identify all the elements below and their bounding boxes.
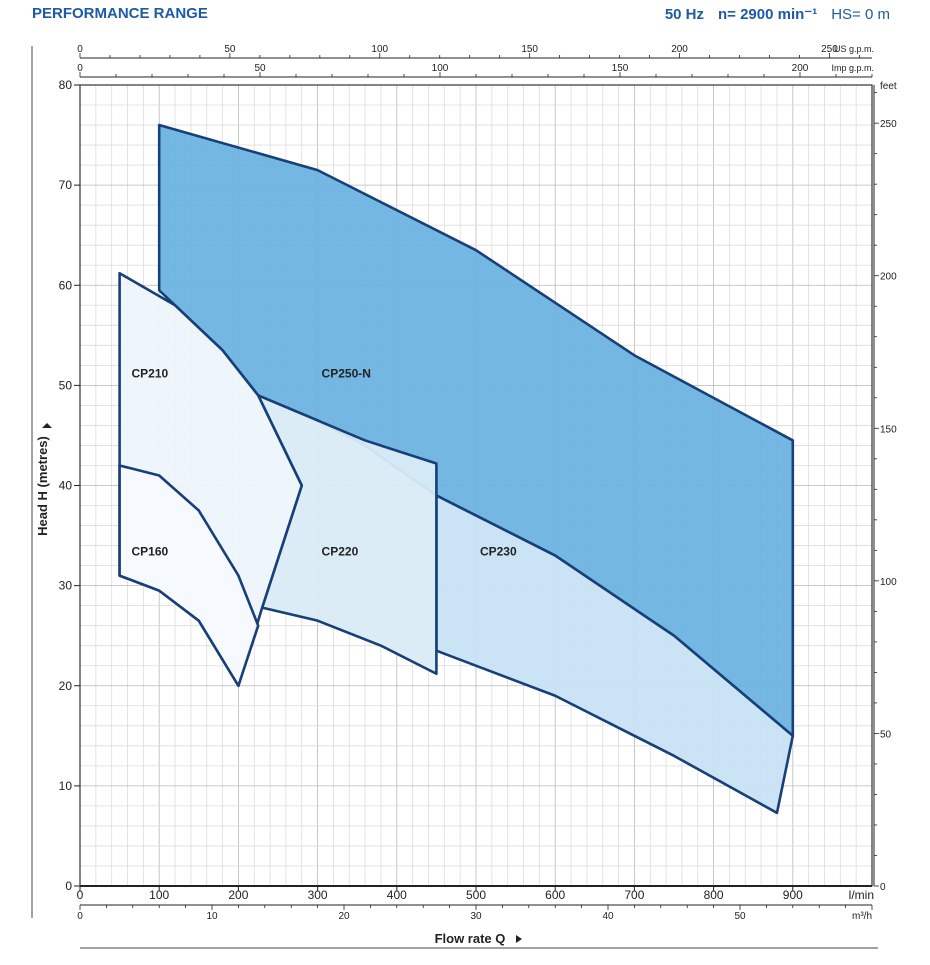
y-axis-title: Head H (metres) [35, 436, 50, 536]
y-tick-label: 0 [65, 879, 72, 893]
y-tick-label: 30 [59, 579, 73, 593]
feet-tick-label: 200 [880, 272, 897, 283]
region-label-cp250-n: CP250-N [322, 366, 371, 380]
m3h-tick-label: 50 [734, 911, 746, 922]
m3h-unit-label: m³/h [852, 911, 872, 922]
frequency-label: 50 Hz [664, 6, 704, 23]
us-gpm-unit-label: US g.p.m. [834, 44, 874, 54]
feet-unit-label: feet [880, 81, 897, 92]
operating-conditions: 50 Hz n= 2900 min⁻¹ HS= 0 m [651, 5, 890, 23]
page-title: PERFORMANCE RANGE [32, 5, 208, 22]
y-tick-label: 70 [59, 178, 73, 192]
us-gpm-tick-label: 250 [821, 44, 838, 55]
feet-tick-label: 0 [880, 882, 886, 893]
y-tick-label: 10 [59, 779, 73, 793]
x-tick-label: 800 [704, 888, 724, 902]
region-label-cp220: CP220 [322, 545, 359, 559]
m3h-tick-label: 10 [206, 911, 218, 922]
region-cp230 [435, 494, 795, 815]
y-axis-arrow-icon [42, 423, 52, 428]
us-gpm-tick-label: 150 [521, 44, 538, 55]
x-axis-arrow-icon [516, 935, 522, 943]
y-tick-label: 60 [59, 278, 73, 292]
us-gpm-tick-label: 50 [224, 44, 236, 55]
imp-gpm-unit-label: Imp g.p.m. [831, 63, 874, 73]
feet-tick-label: 150 [880, 424, 897, 435]
imp-gpm-tick-label: 50 [254, 63, 266, 74]
us-gpm-tick-label: 200 [671, 44, 688, 55]
x-unit-label: l/min [849, 888, 874, 902]
region-cp160 [118, 464, 260, 688]
m3h-tick-label: 0 [77, 911, 83, 922]
x-tick-label: 200 [228, 888, 248, 902]
imp-gpm-tick-label: 0 [77, 63, 83, 74]
y-tick-label: 40 [59, 479, 73, 493]
region-label-cp160: CP160 [131, 545, 168, 559]
x-tick-label: 600 [545, 888, 565, 902]
suction-head-label: HS= 0 m [831, 6, 890, 23]
x-tick-label: 300 [308, 888, 328, 902]
performance-regions [118, 123, 795, 815]
feet-tick-label: 50 [880, 729, 892, 740]
feet-tick-label: 100 [880, 577, 897, 588]
feet-tick-label: 250 [880, 119, 897, 130]
imp-gpm-tick-label: 150 [612, 63, 629, 74]
us-gpm-tick-label: 100 [371, 44, 388, 55]
y-tick-label: 50 [59, 378, 73, 392]
m3h-tick-label: 40 [602, 911, 614, 922]
y-tick-label: 20 [59, 679, 73, 693]
y-tick-label: 80 [59, 78, 73, 92]
region-label-cp210: CP210 [131, 366, 168, 380]
imp-gpm-tick-label: 200 [792, 63, 809, 74]
m3h-tick-label: 30 [470, 911, 482, 922]
x-tick-label: 900 [783, 888, 803, 902]
region-label-cp230: CP230 [480, 545, 517, 559]
imp-gpm-tick-label: 100 [432, 63, 449, 74]
x-tick-label: 100 [149, 888, 169, 902]
m3h-tick-label: 20 [338, 911, 350, 922]
speed-label: n= 2900 min⁻¹ [718, 6, 818, 23]
us-gpm-tick-label: 0 [77, 44, 83, 55]
x-tick-label: 0 [77, 888, 84, 902]
x-tick-label: 400 [387, 888, 407, 902]
x-axis-title: Flow rate Q [435, 931, 506, 946]
x-tick-label: 700 [624, 888, 644, 902]
x-tick-label: 500 [466, 888, 486, 902]
